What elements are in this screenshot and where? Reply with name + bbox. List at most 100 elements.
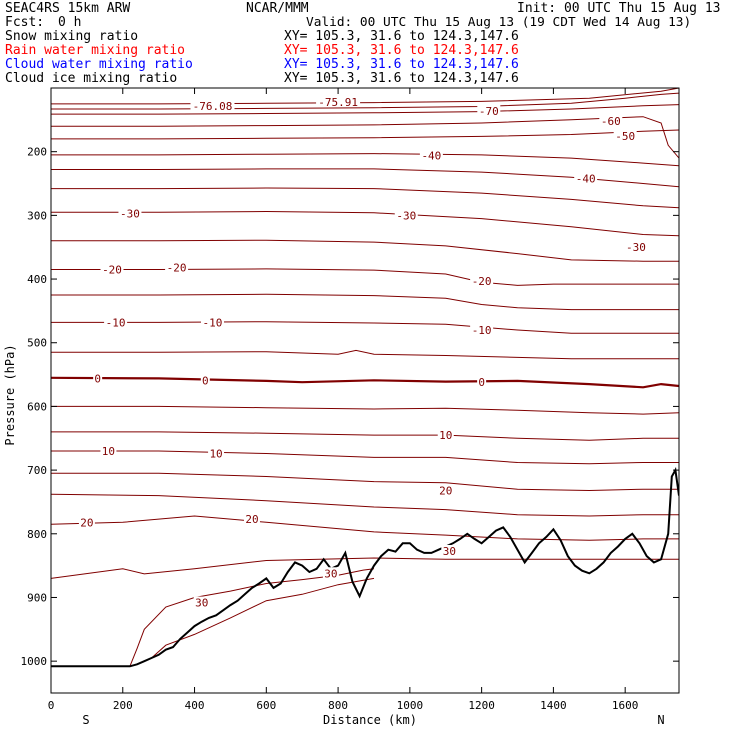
forecast-label: Fcst: — [5, 15, 45, 30]
contour-line — [51, 268, 679, 286]
contour-line — [51, 239, 679, 262]
y-tick-label: 500 — [27, 337, 47, 350]
contour-label: -30 — [626, 241, 646, 254]
contour-label: -75.91 — [318, 96, 358, 109]
y-tick-label: 400 — [27, 273, 47, 286]
x-tick-label: 1000 — [397, 699, 424, 712]
contour-label-bg — [104, 316, 128, 328]
contour-label: 20 — [80, 516, 93, 529]
contour-label: -10 — [203, 316, 223, 329]
contour-label-bg — [100, 445, 117, 456]
contour-label: -60 — [601, 115, 621, 128]
contour-label-bg — [322, 567, 339, 579]
contour-line — [51, 405, 679, 415]
contour-label: 10 — [209, 448, 222, 461]
axis-ticks: 0 200 400 600 800 1000 1200 1400 160020030040050… — [21, 88, 679, 712]
y-tick-label: 600 — [27, 400, 47, 413]
field-snow-xy: XY= 105.3, 31.6 to 124.3,147.6 — [284, 29, 519, 44]
contour-label-bg — [470, 274, 494, 286]
contour-line — [51, 187, 679, 209]
contour-label: -10 — [106, 316, 126, 329]
contour-label: 20 — [245, 513, 258, 526]
x-tick-label: 800 — [328, 699, 348, 712]
contour-lines — [51, 88, 679, 667]
field-cloud-ice-xy: XY= 105.3, 31.6 to 124.3,147.6 — [284, 71, 519, 86]
contour-line — [51, 450, 679, 465]
init-time: Init: 00 UTC Thu 15 Aug 13 — [517, 1, 721, 16]
y-tick-label: 700 — [27, 464, 47, 477]
contour-line — [51, 104, 679, 115]
contour-line — [51, 376, 679, 389]
terrain-line — [51, 467, 679, 668]
contour-label-bg — [477, 104, 501, 116]
contour-label: 10 — [102, 445, 115, 458]
contour-line — [51, 321, 679, 334]
y-tick-label: 200 — [27, 146, 47, 159]
contour-label-bg — [165, 261, 189, 273]
contour-label-bg — [208, 447, 225, 459]
field-rain-name: Rain water mixing ratio — [5, 43, 186, 58]
contour-label-bg — [243, 513, 260, 525]
y-axis-label: Pressure (hPa) — [3, 344, 17, 445]
contour-label: -50 — [615, 130, 635, 143]
contour-line — [51, 116, 679, 159]
plot-border — [50, 87, 680, 694]
contour-line — [51, 129, 679, 140]
contour-label: -20 — [472, 275, 492, 288]
contour-label-bg — [200, 374, 210, 386]
contour-labels: -76.08 -75.91 -70 -60 -50 -40 -40 -30 -30 -30 -20 -… — [78, 96, 648, 610]
contour-label-bg — [470, 324, 494, 335]
contour-line — [51, 168, 679, 188]
contour-line — [129, 568, 375, 667]
x-tick-label: 1200 — [468, 699, 495, 712]
contour-label: -10 — [472, 324, 492, 337]
field-cloud-water-xy: XY= 105.3, 31.6 to 124.3,147.6 — [284, 57, 519, 72]
x-tick-label: 1600 — [612, 699, 639, 712]
y-tick-label: 300 — [27, 209, 47, 222]
contour-label: 0 — [202, 374, 209, 387]
contour-label-bg — [599, 115, 623, 127]
contour-label-bg — [118, 207, 142, 219]
y-tick-label: 800 — [27, 528, 47, 541]
contour-label-bg — [394, 209, 418, 221]
contour-line — [51, 493, 679, 517]
field-cloud-ice-name: Cloud ice mixing ratio — [5, 71, 178, 86]
contour-label-bg — [624, 241, 648, 253]
x-tick-label: 0 — [48, 699, 55, 712]
contour-label-bg — [78, 516, 95, 528]
contour-label-bg — [93, 372, 103, 384]
south-end-label: S — [82, 713, 89, 727]
x-tick-label: 1400 — [540, 699, 567, 712]
contour-label: 0 — [478, 376, 485, 389]
contour-label-bg — [437, 484, 454, 496]
x-axis-label: Distance (km) — [323, 713, 417, 727]
contour-label-bg — [190, 99, 235, 111]
x-tick-label: 400 — [185, 699, 205, 712]
contour-line — [51, 153, 679, 167]
contour-label: -40 — [421, 150, 441, 163]
contour-label-bg — [193, 596, 210, 608]
y-tick-label: 1000 — [21, 655, 48, 668]
contour-line — [51, 88, 679, 105]
contour-label: -30 — [120, 207, 140, 220]
contour-line — [51, 349, 679, 360]
plot-frame — [50, 87, 680, 694]
valid-time: Valid: 00 UTC Thu 15 Aug 13 (19 CDT Wed … — [306, 15, 692, 30]
contour-label-bg — [100, 263, 124, 275]
contour-label-bg — [574, 172, 598, 184]
contour-line — [51, 92, 679, 110]
contour-line — [51, 472, 679, 492]
contour-label-bg — [419, 149, 443, 161]
contour-label: 0 — [94, 372, 101, 385]
contour-line — [51, 431, 679, 441]
model-title: SEAC4RS 15km ARW — [5, 1, 131, 16]
contour-label-bg — [316, 96, 361, 108]
contour-line — [51, 293, 679, 311]
field-cloud-water-name: Cloud water mixing ratio — [5, 57, 193, 72]
field-rain-xy: XY= 105.3, 31.6 to 124.3,147.6 — [284, 43, 519, 58]
contour-line — [51, 515, 679, 541]
forecast-value: 0 h — [58, 15, 82, 30]
contour-label-bg — [613, 129, 637, 141]
contour-label: -20 — [167, 262, 187, 275]
contour-label: 30 — [324, 567, 337, 580]
